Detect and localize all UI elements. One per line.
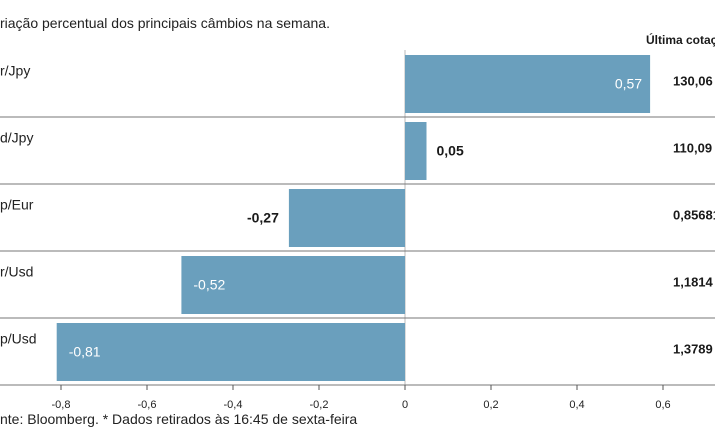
x-tick-label: 0,6 [655, 399, 670, 411]
category-label: r/Jpy [0, 63, 30, 79]
x-tick-label: 0 [402, 399, 408, 411]
value-label: -0,27 [247, 210, 279, 226]
source-note: nte: Bloomberg. * Dados retirados às 16:… [0, 411, 358, 427]
value-label: 0,57 [615, 76, 642, 92]
value-label: 0,05 [437, 143, 464, 159]
last-quote-header: Última cotaç [646, 33, 715, 47]
x-tick-label: -0,2 [310, 399, 329, 411]
x-tick-label: 0,4 [569, 399, 584, 411]
x-tick-label: -0,4 [224, 399, 243, 411]
last-quote: 1,3789 [673, 342, 713, 357]
value-label: -0,81 [69, 344, 101, 360]
x-tick-label: -0,6 [138, 399, 157, 411]
category-label: p/Eur [0, 197, 34, 213]
bar [56, 323, 405, 381]
bar [181, 256, 405, 314]
last-quote: 130,06 [673, 74, 713, 89]
x-tick-label: -0,8 [52, 399, 71, 411]
x-tick-label: 0,2 [483, 399, 498, 411]
last-quote: 1,1814 [673, 275, 714, 290]
last-quote: 0,85681 [673, 208, 715, 223]
category-label: d/Jpy [0, 130, 33, 146]
chart-subtitle: riação percentual dos principais câmbios… [0, 15, 330, 31]
category-label: p/Usd [0, 331, 37, 347]
bar [405, 122, 427, 180]
value-label: -0,52 [193, 277, 225, 293]
bar [288, 189, 405, 247]
bar [405, 55, 651, 113]
last-quote: 110,09 [673, 141, 712, 156]
category-label: r/Usd [0, 264, 33, 280]
